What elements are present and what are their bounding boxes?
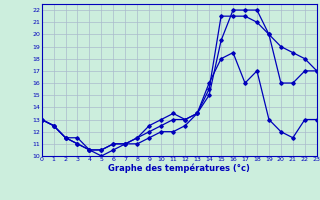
X-axis label: Graphe des températures (°c): Graphe des températures (°c) — [108, 164, 250, 173]
